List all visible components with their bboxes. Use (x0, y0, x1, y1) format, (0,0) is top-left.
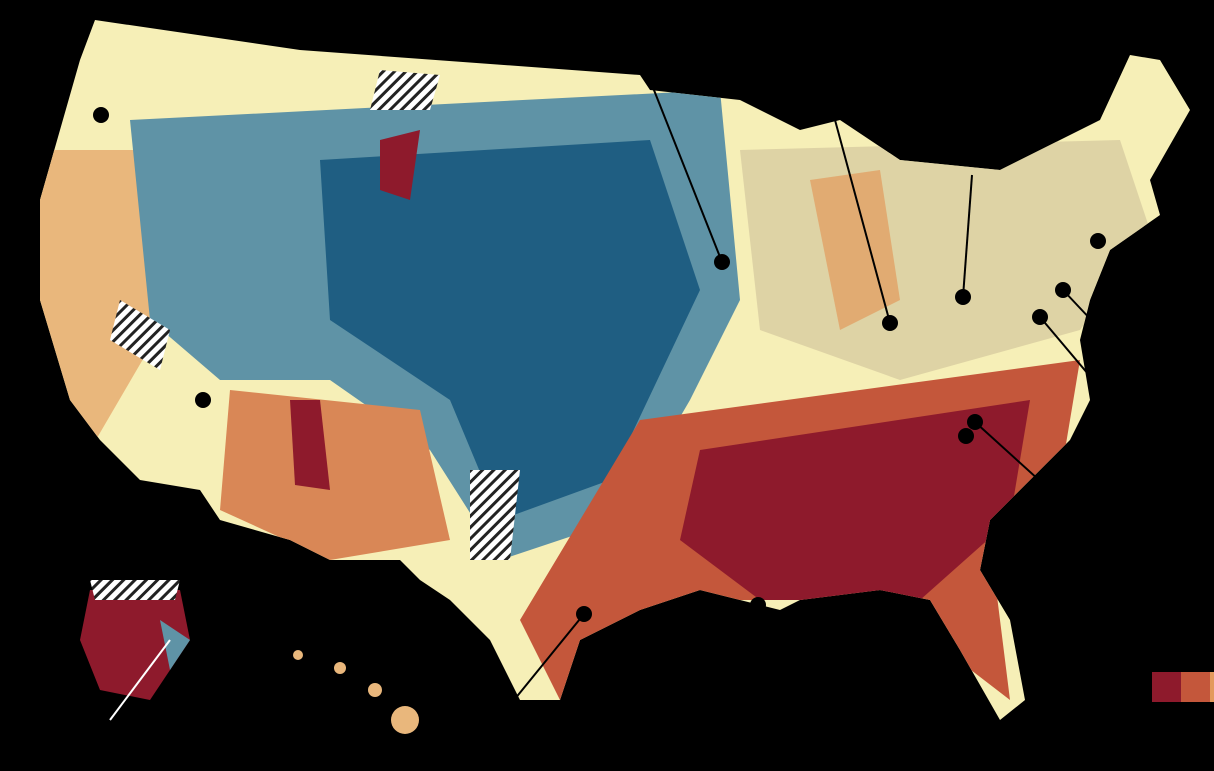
west-coast (40, 150, 160, 450)
hawaii (293, 650, 419, 734)
legend (1152, 672, 1214, 702)
hatched (370, 70, 440, 110)
hatched (110, 300, 170, 370)
alaska-hatched (90, 580, 180, 600)
deep-south (680, 400, 1030, 600)
wyoming-dark (380, 130, 420, 200)
legend-swatch (1152, 672, 1181, 702)
markers (93, 107, 1106, 622)
southwest-dark (290, 400, 330, 490)
legend-swatch (1181, 672, 1210, 702)
plains-core (320, 140, 700, 520)
alaska-east (160, 620, 190, 670)
alaska (80, 590, 190, 700)
callouts (109, 79, 1111, 721)
southwest (220, 390, 450, 560)
northeast (740, 140, 1150, 380)
legend-swatch (1210, 672, 1214, 702)
michigan (810, 170, 900, 330)
hatched (470, 470, 520, 560)
